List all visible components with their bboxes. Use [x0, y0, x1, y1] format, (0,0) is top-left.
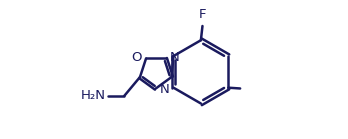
- Text: O: O: [132, 51, 142, 64]
- Text: H₂N: H₂N: [81, 90, 106, 102]
- Text: N: N: [160, 83, 169, 96]
- Text: N: N: [169, 51, 179, 64]
- Text: F: F: [199, 8, 206, 21]
